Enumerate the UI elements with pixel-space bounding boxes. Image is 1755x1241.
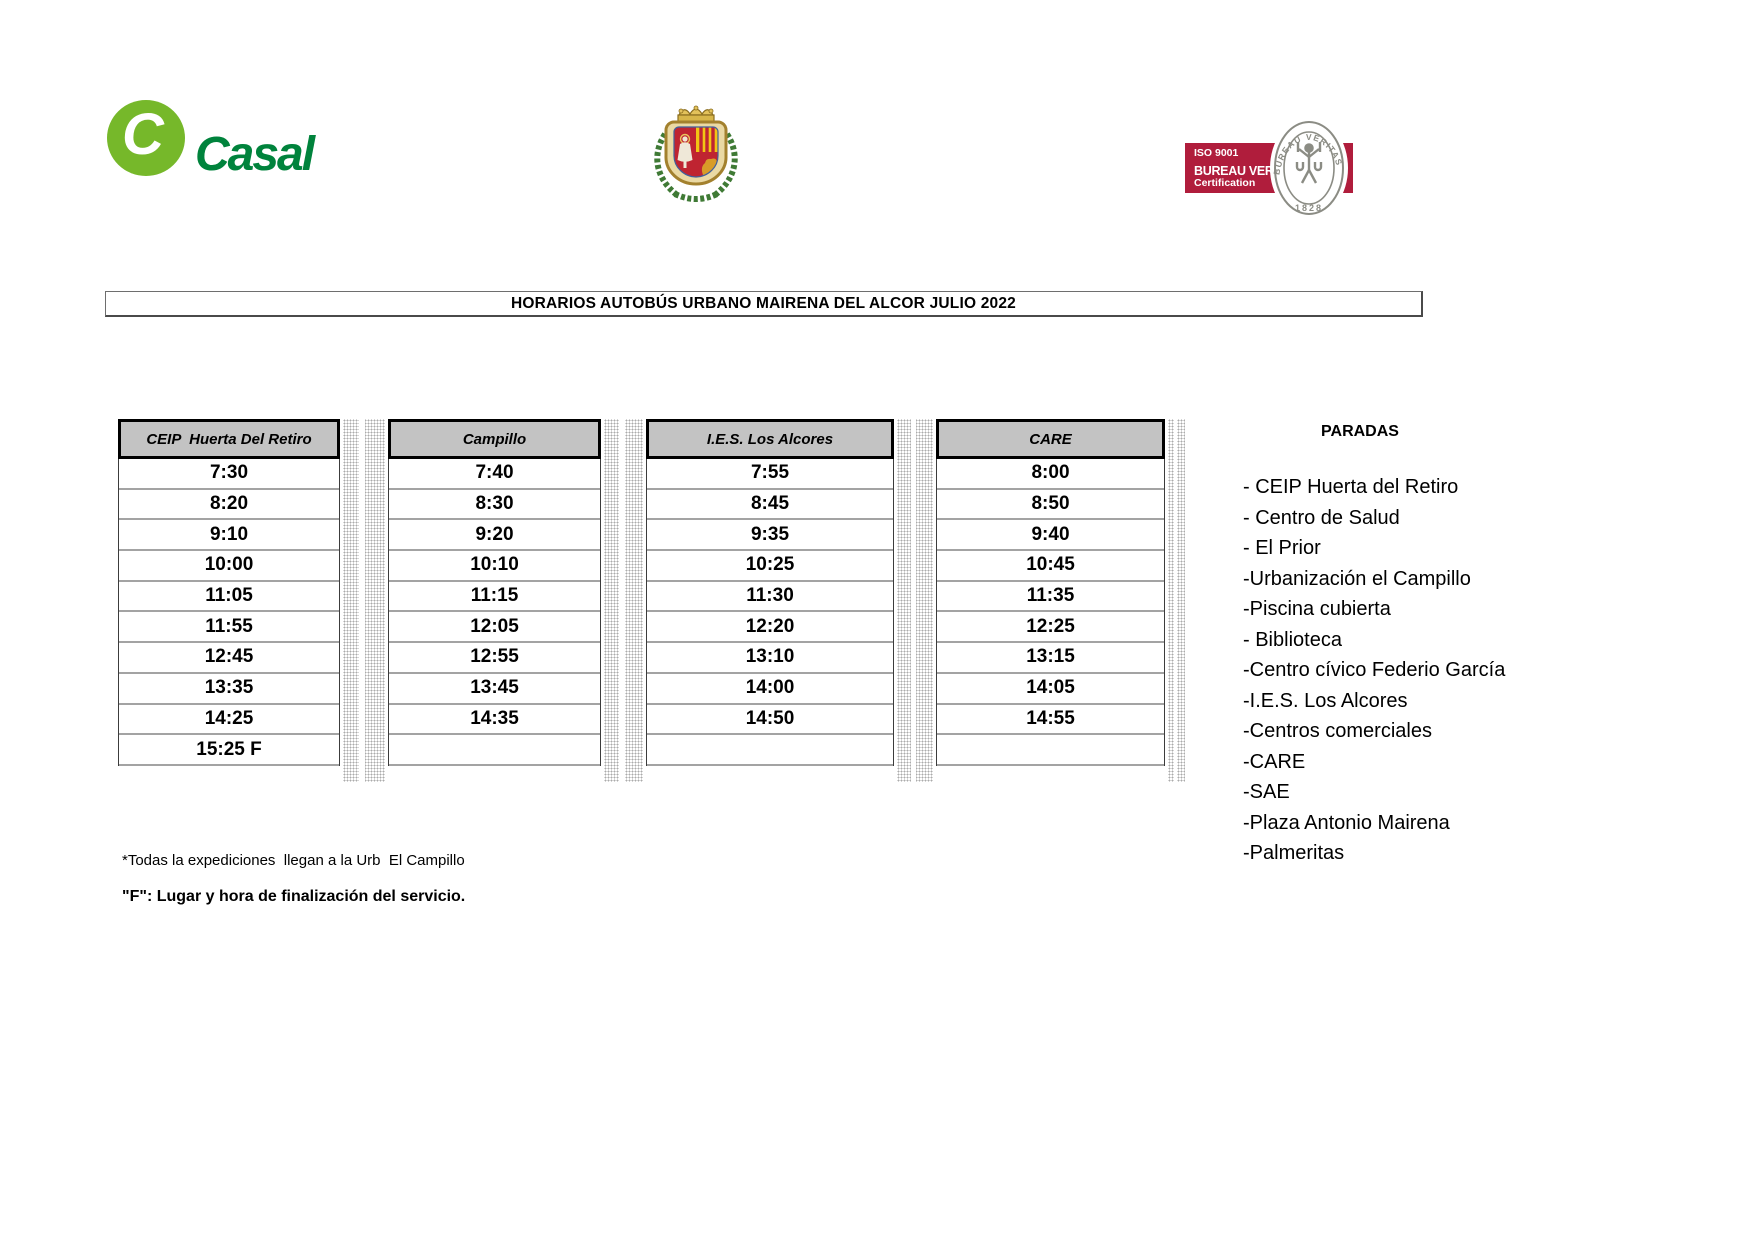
casal-logo: C Casal (107, 100, 315, 181)
time-cell: 12:55 (389, 643, 600, 674)
list-item: -Piscina cubierta (1243, 598, 1391, 620)
schedule-table: CEIP Huerta Del Retiro 7:30 8:20 9:10 10… (118, 419, 1188, 782)
time-cell (937, 735, 1164, 766)
time-cell: 11:30 (647, 582, 893, 613)
coat-of-arms-icon (648, 102, 744, 204)
list-item: - Biblioteca (1243, 628, 1342, 651)
document-title: HORARIOS AUTOBÚS URBANO MAIRENA DEL ALCO… (105, 291, 1423, 317)
time-cell: 11:55 (119, 612, 339, 644)
time-cell: 10:45 (937, 551, 1164, 582)
list-item: -Centro cívico Federio García (1243, 659, 1506, 681)
time-cell: 14:50 (647, 705, 893, 736)
dotted-separator (601, 419, 646, 782)
time-cell: 10:10 (389, 551, 600, 582)
list-item: - El Prior (1243, 537, 1321, 559)
certification-label: Certification (1194, 177, 1256, 189)
time-cell: 11:05 (119, 582, 339, 613)
time-cell: 12:20 (647, 612, 893, 644)
dotted-separator (894, 419, 936, 782)
column-header: I.E.S. Los Alcores (646, 419, 894, 459)
paradas-title: PARADAS (1321, 423, 1399, 440)
seal-year: 1828 (1295, 203, 1323, 213)
list-item: -SAE (1243, 781, 1290, 803)
time-cell: 10:25 (647, 551, 893, 582)
time-cell: 14:00 (647, 674, 893, 705)
time-cell: 13:35 (119, 674, 339, 705)
column-ies-los-alcores: I.E.S. Los Alcores 7:55 8:45 9:35 10:25 … (646, 419, 894, 766)
time-cell: 10:00 (119, 551, 339, 582)
column-campillo: Campillo 7:40 8:30 9:20 10:10 11:15 12:0… (388, 419, 601, 766)
list-item: -Plaza Antonio Mairena (1243, 811, 1450, 834)
time-cell: 14:55 (937, 705, 1164, 736)
time-cell: 13:15 (937, 643, 1164, 674)
time-cell: 13:45 (389, 674, 600, 705)
time-cell: 9:10 (119, 520, 339, 552)
time-cell: 15:25 F (119, 735, 339, 766)
time-cell (647, 735, 893, 766)
time-cell: 7:40 (389, 459, 600, 490)
column-care: CARE 8:00 8:50 9:40 10:45 11:35 12:25 13… (936, 419, 1165, 766)
list-item: -Centros comerciales (1243, 720, 1432, 742)
time-cell: 9:20 (389, 520, 600, 552)
iso-9001-label: ISO 9001 (1194, 147, 1239, 159)
bureau-veritas-seal-icon: BUREAU VERITAS 1828 (1270, 117, 1348, 219)
list-item: -Urbanización el Campillo (1243, 567, 1471, 590)
column-ceip-huerta-del-retiro: CEIP Huerta Del Retiro 7:30 8:20 9:10 10… (118, 419, 340, 766)
time-cell: 12:25 (937, 612, 1164, 644)
footnote-f-legend: "F": Lugar y hora de finalización del se… (122, 888, 466, 905)
time-cell: 8:20 (119, 490, 339, 521)
time-cell: 14:35 (389, 705, 600, 736)
time-cell: 8:45 (647, 490, 893, 521)
dotted-separator (340, 419, 388, 782)
time-cell: 12:05 (389, 612, 600, 644)
footnote-expediciones: *Todas la expediciones llegan a la Urb E… (122, 852, 465, 869)
time-cell: 8:00 (937, 459, 1164, 490)
time-cell: 13:10 (647, 643, 893, 674)
column-header: Campillo (388, 419, 601, 459)
time-cell: 11:35 (937, 582, 1164, 613)
time-cell (389, 735, 600, 766)
list-item: -I.E.S. Los Alcores (1243, 689, 1408, 712)
list-item: -Palmeritas (1243, 842, 1345, 864)
list-item: - CEIP Huerta del Retiro (1243, 476, 1459, 498)
time-cell: 7:30 (119, 459, 339, 490)
casal-c-letter: C (122, 102, 164, 167)
time-cell: 14:05 (937, 674, 1164, 705)
time-cell: 12:45 (119, 643, 339, 674)
time-cell: 9:40 (937, 520, 1164, 552)
time-cell: 8:50 (937, 490, 1164, 521)
casal-circle-icon: C (107, 100, 185, 176)
paradas-list: - CEIP Huerta del Retiro - Centro de Sal… (1243, 472, 1505, 869)
time-cell: 8:30 (389, 490, 600, 521)
time-cell: 7:55 (647, 459, 893, 490)
dotted-separator (1165, 419, 1188, 782)
list-item: -CARE (1243, 750, 1306, 773)
time-cell: 14:25 (119, 705, 339, 736)
casal-wordmark: Casal (195, 128, 315, 181)
list-item: - Centro de Salud (1243, 506, 1400, 529)
time-cell: 11:15 (389, 582, 600, 613)
time-cell: 9:35 (647, 520, 893, 552)
column-header: CEIP Huerta Del Retiro (118, 419, 340, 459)
column-header: CARE (936, 419, 1165, 459)
